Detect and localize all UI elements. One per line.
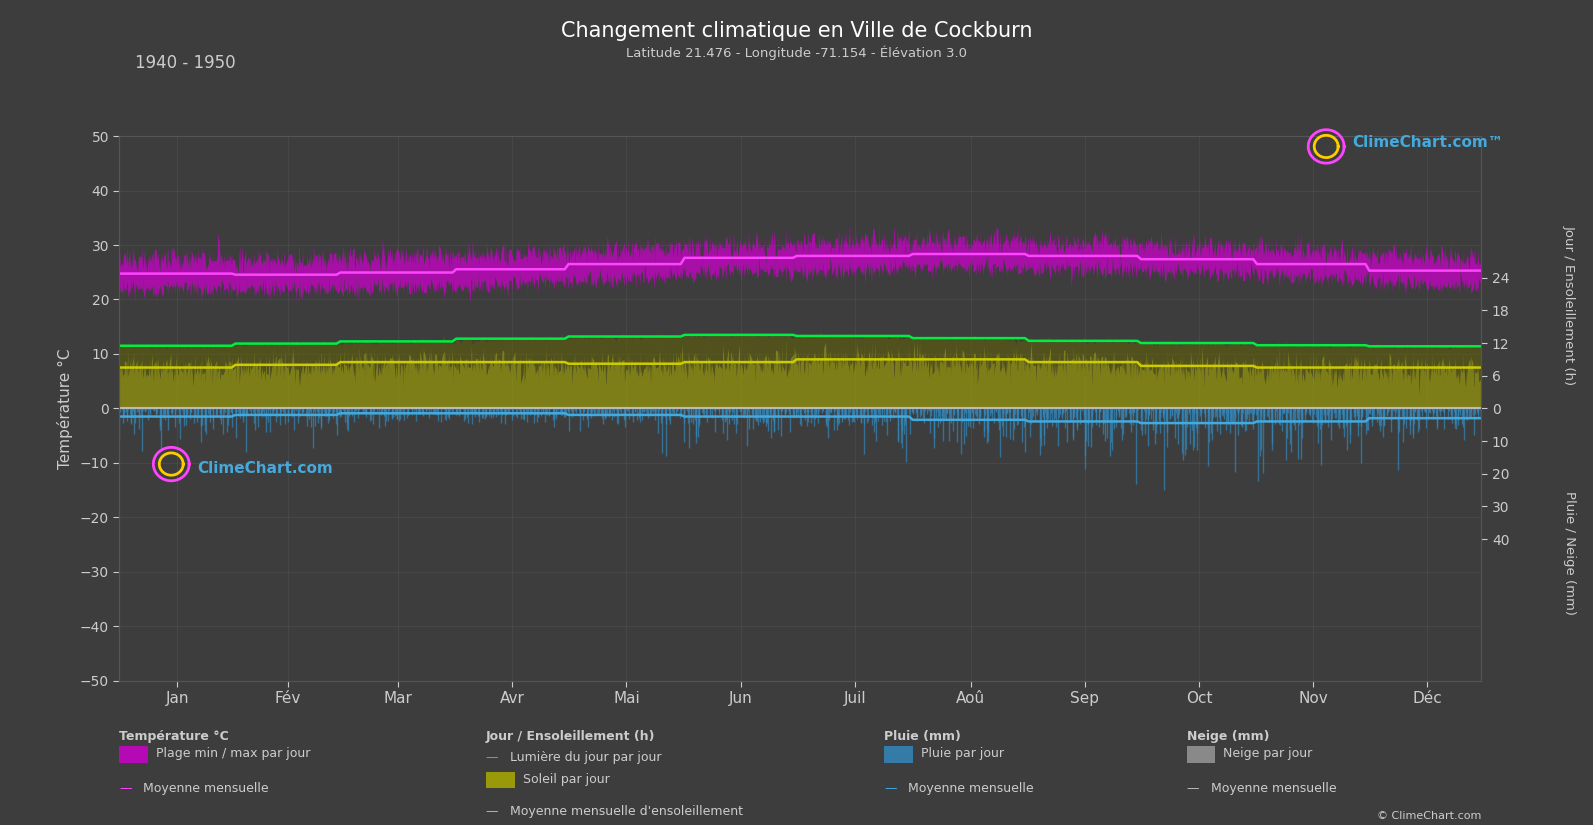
Text: ClimeChart.com™: ClimeChart.com™ <box>1352 135 1504 150</box>
Text: Pluie (mm): Pluie (mm) <box>884 730 961 743</box>
Text: Température °C: Température °C <box>119 730 229 743</box>
Text: Pluie par jour: Pluie par jour <box>921 747 1004 760</box>
Text: Soleil par jour: Soleil par jour <box>523 773 609 785</box>
Text: Neige par jour: Neige par jour <box>1223 747 1313 760</box>
Text: —: — <box>486 805 499 818</box>
Text: Moyenne mensuelle: Moyenne mensuelle <box>1211 782 1337 794</box>
Text: Lumière du jour par jour: Lumière du jour par jour <box>510 751 661 764</box>
Text: —: — <box>1187 782 1200 794</box>
Text: © ClimeChart.com: © ClimeChart.com <box>1376 811 1481 821</box>
Text: Neige (mm): Neige (mm) <box>1187 730 1270 743</box>
Text: Jour / Ensoleillement (h): Jour / Ensoleillement (h) <box>1563 225 1575 385</box>
Text: —: — <box>119 782 132 794</box>
Text: Plage min / max par jour: Plage min / max par jour <box>156 747 311 760</box>
Text: Moyenne mensuelle d'ensoleillement: Moyenne mensuelle d'ensoleillement <box>510 805 742 818</box>
Text: Latitude 21.476 - Longitude -71.154 - Élévation 3.0: Latitude 21.476 - Longitude -71.154 - Él… <box>626 45 967 60</box>
Text: Changement climatique en Ville de Cockburn: Changement climatique en Ville de Cockbu… <box>561 21 1032 40</box>
Text: 1940 - 1950: 1940 - 1950 <box>135 54 236 72</box>
Text: Pluie / Neige (mm): Pluie / Neige (mm) <box>1563 491 1575 615</box>
Text: Jour / Ensoleillement (h): Jour / Ensoleillement (h) <box>486 730 655 743</box>
Text: Moyenne mensuelle: Moyenne mensuelle <box>908 782 1034 794</box>
Text: Moyenne mensuelle: Moyenne mensuelle <box>143 782 269 794</box>
Text: —: — <box>884 782 897 794</box>
Y-axis label: Température °C: Température °C <box>57 348 73 469</box>
Text: ClimeChart.com: ClimeChart.com <box>198 461 333 476</box>
Text: —: — <box>486 751 499 764</box>
